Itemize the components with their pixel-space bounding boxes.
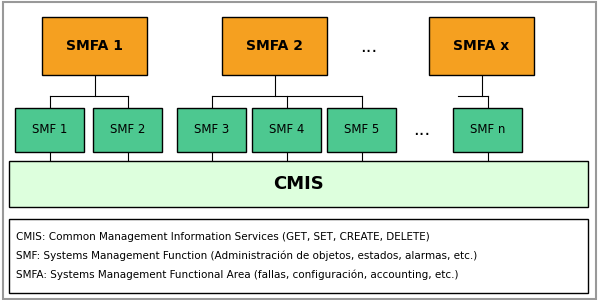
Text: SMF 3: SMF 3	[194, 123, 229, 136]
FancyBboxPatch shape	[429, 16, 534, 75]
Text: SMF 1: SMF 1	[32, 123, 67, 136]
Text: SMFA 2: SMFA 2	[246, 39, 303, 53]
FancyBboxPatch shape	[222, 16, 327, 75]
FancyBboxPatch shape	[252, 108, 321, 152]
FancyBboxPatch shape	[42, 16, 147, 75]
FancyBboxPatch shape	[9, 160, 588, 207]
FancyBboxPatch shape	[15, 108, 84, 152]
FancyBboxPatch shape	[93, 108, 162, 152]
Text: SMFA 1: SMFA 1	[66, 39, 123, 53]
FancyBboxPatch shape	[177, 108, 246, 152]
Text: SMFA x: SMFA x	[454, 39, 509, 53]
Text: ...: ...	[413, 121, 430, 139]
Text: SMF 2: SMF 2	[110, 123, 145, 136]
Text: SMF n: SMF n	[470, 123, 505, 136]
FancyBboxPatch shape	[9, 219, 588, 292]
FancyBboxPatch shape	[327, 108, 396, 152]
FancyBboxPatch shape	[3, 2, 596, 298]
Text: SMFA: Systems Management Functional Area (fallas, configuración, accounting, etc: SMFA: Systems Management Functional Area…	[16, 269, 459, 280]
Text: CMIS: CMIS	[273, 175, 324, 193]
Text: CMIS: Common Management Information Services (GET, SET, CREATE, DELETE): CMIS: Common Management Information Serv…	[16, 232, 430, 242]
FancyBboxPatch shape	[453, 108, 522, 152]
Text: SMF 4: SMF 4	[269, 123, 304, 136]
Text: SMF: Systems Management Function (Administración de objetos, estados, alarmas, e: SMF: Systems Management Function (Admini…	[16, 250, 478, 261]
Text: ...: ...	[361, 38, 377, 56]
Text: SMF 5: SMF 5	[344, 123, 379, 136]
